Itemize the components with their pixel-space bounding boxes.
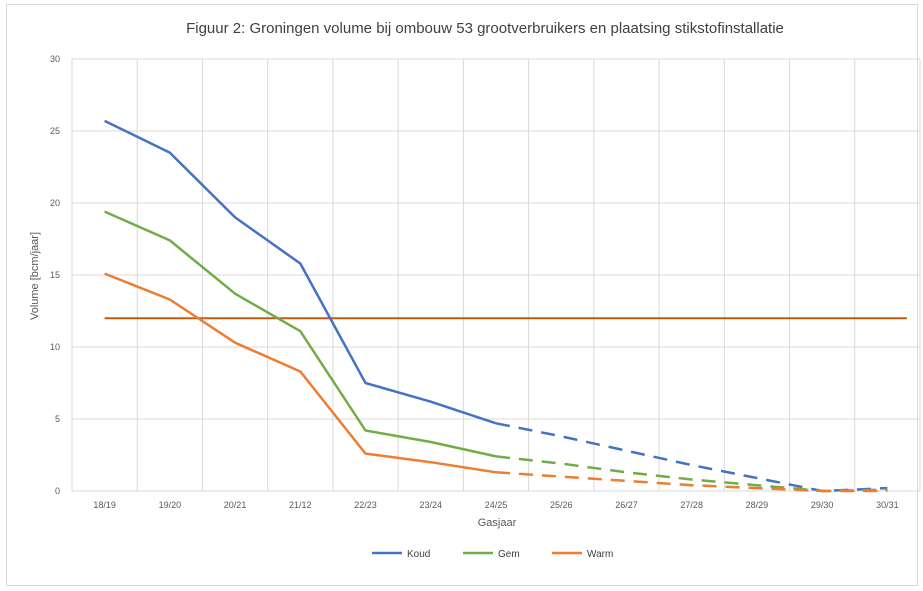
- x-tick-label: 22/23: [354, 500, 377, 510]
- x-tick-label: 19/20: [159, 500, 182, 510]
- x-tick-label: 20/21: [224, 500, 247, 510]
- x-tick-label: 23/24: [420, 500, 443, 510]
- legend-label-warm: Warm: [587, 549, 613, 560]
- x-tick-label: 28/29: [746, 500, 769, 510]
- y-tick-labels: 0 5 10 15 20 25 30: [50, 54, 60, 496]
- x-tick-label: 29/30: [811, 500, 834, 510]
- legend: Koud Gem Warm: [372, 549, 613, 560]
- legend-label-koud: Koud: [407, 549, 430, 560]
- series-line-warm-dashed: [495, 471, 888, 493]
- y-tick-label: 25: [50, 126, 60, 136]
- x-tick-label: 30/31: [876, 500, 899, 510]
- y-tick-label: 20: [50, 198, 60, 208]
- x-tick-label: 26/27: [615, 500, 638, 510]
- y-tick-label: 5: [55, 414, 60, 424]
- x-tick-label: 24/25: [485, 500, 508, 510]
- y-tick-label: 15: [50, 270, 60, 280]
- gridlines: [71, 58, 921, 492]
- legend-label-gem: Gem: [498, 549, 520, 560]
- y-tick-label: 30: [50, 54, 60, 64]
- y-axis-label: Volume [bcm/jaar]: [29, 232, 41, 320]
- series-line-koud-solid: [104, 119, 497, 425]
- x-tick-label: 21/12: [289, 500, 312, 510]
- x-tick-label: 18/19: [93, 500, 116, 510]
- y-tick-label: 0: [55, 486, 60, 496]
- x-tick-label: 25/26: [550, 500, 573, 510]
- x-axis-label: Gasjaar: [478, 517, 517, 529]
- x-tick-labels: 18/19 19/20 20/21 21/12 22/23 23/24 24/25 25/26…: [93, 500, 898, 510]
- series-line-gem-solid: [104, 210, 497, 458]
- x-tick-label: 27/28: [680, 500, 703, 510]
- y-tick-label: 10: [50, 342, 60, 352]
- series-line-koud-dashed: [495, 422, 888, 493]
- chart-title: Figuur 2: Groningen volume bij ombouw 53…: [186, 20, 784, 37]
- series-lines: [104, 119, 888, 493]
